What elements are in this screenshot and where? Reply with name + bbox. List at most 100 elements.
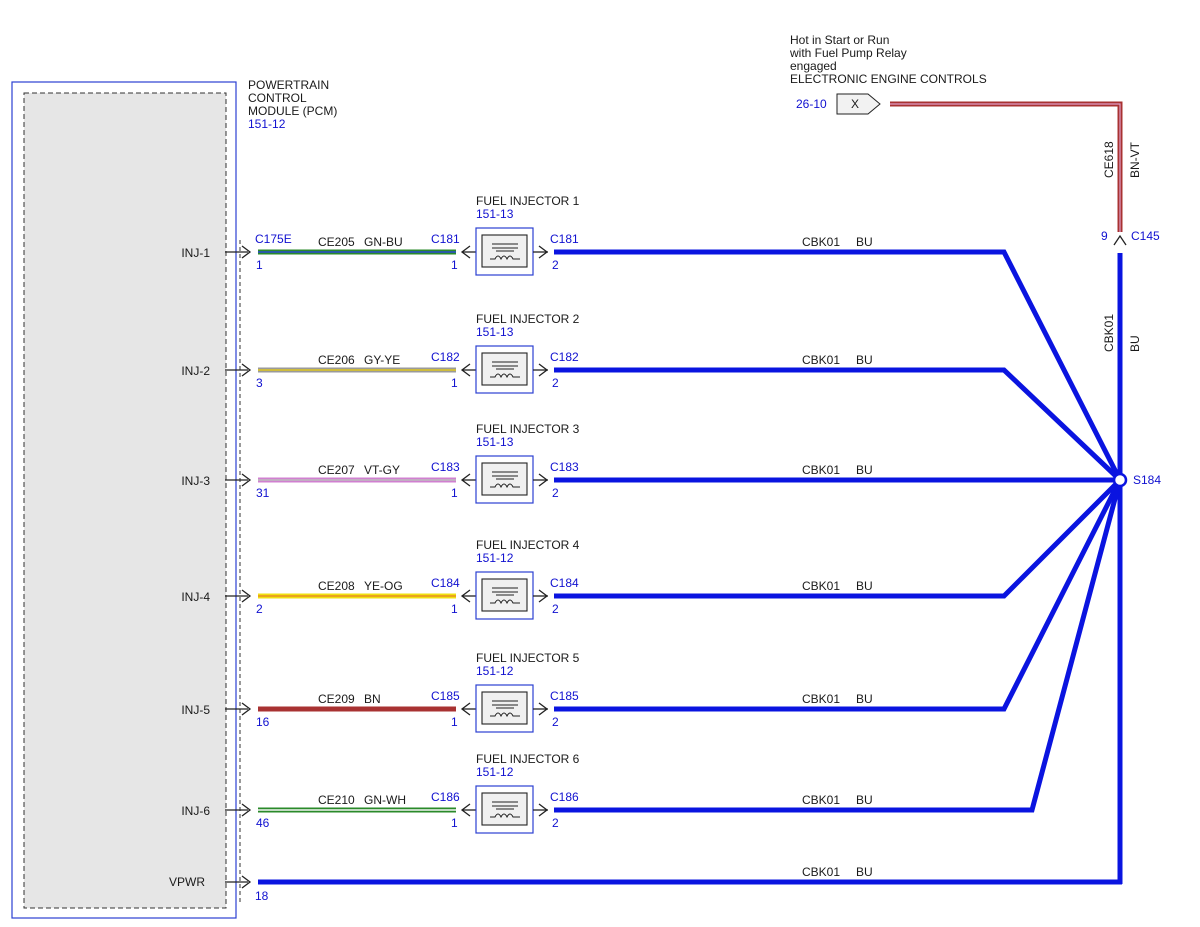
- injector-coil-icon: [490, 471, 520, 489]
- wire-color: GN-WH: [364, 793, 406, 807]
- ground-wire-circuit: CBK01: [802, 235, 840, 249]
- injector-ref: 151-13: [476, 325, 514, 339]
- ground-wire-circuit: CBK01: [802, 353, 840, 367]
- power-wire-stripe: [890, 103, 1121, 232]
- injector-connector-in: C182: [431, 350, 460, 364]
- vpwr-circuit: VPWR 18 CBK01 BU: [169, 865, 1122, 903]
- pcm-name-line-1: POWERTRAIN: [248, 78, 329, 92]
- power-wire: [890, 101, 1123, 232]
- pcm-pin: 3: [256, 376, 263, 390]
- power-wire-color: BN-VT: [1128, 141, 1142, 178]
- injector-pin-out: 2: [552, 258, 559, 272]
- injector-pin-in: 1: [451, 376, 458, 390]
- wire-circuit: CE210: [318, 793, 355, 807]
- injector-connector-out: C186: [550, 790, 579, 804]
- wire-color: YE-OG: [364, 579, 403, 593]
- wire-color: BN: [364, 692, 381, 706]
- injector-coil-icon: [490, 361, 520, 379]
- injector-pin-out: 2: [552, 715, 559, 729]
- injector-row: INJ-3 31 CE207 VT-GY C183 1 FUEL INJECTOR 3151…: [181, 422, 873, 504]
- injector-coil-icon: [490, 801, 520, 819]
- injector-connector-in: C184: [431, 576, 460, 590]
- ground-wire-color: BU: [856, 692, 873, 706]
- injector-connector-out: C182: [550, 350, 579, 364]
- splice-point: [1112, 472, 1128, 488]
- injector-ref: 151-13: [476, 207, 514, 221]
- pcm-pin-arrow: [241, 363, 252, 377]
- injector-connector-out: C184: [550, 576, 579, 590]
- power-source-page-ref: 26-10: [796, 97, 827, 111]
- injector-connector-in: C185: [431, 689, 460, 703]
- ground-wire-circuit: CBK01: [802, 579, 840, 593]
- injector-pin-in: 1: [451, 602, 458, 616]
- injector-coil-icon: [490, 700, 520, 718]
- injector-row: INJ-5 16 CE209 BN C185 1 FUEL INJECTOR 5151-12…: [181, 651, 873, 733]
- wire-color: GN-BU: [364, 235, 403, 249]
- injector-pin-out: 2: [552, 816, 559, 830]
- power-connector-arrow: [1113, 234, 1127, 246]
- injector-connector-in: C186: [431, 790, 460, 804]
- vpwr-wire-color: BU: [856, 865, 873, 879]
- power-source-tag: X: [851, 97, 859, 111]
- pcm-pin-arrow: [241, 473, 252, 487]
- injector-connector-out: C181: [550, 232, 579, 246]
- injector-connector-in: C181: [431, 232, 460, 246]
- power-source-line-1: Hot in Start or Run: [790, 33, 889, 47]
- injector-out-arrow: [538, 245, 549, 259]
- signal-label: INJ-2: [181, 364, 210, 378]
- ground-wire: [554, 367, 1122, 482]
- injector-pin-in: 1: [451, 258, 458, 272]
- injector-connector-out: C183: [550, 460, 579, 474]
- injector-row: INJ-1 C175E 1 CE205 GN-BU C181 1 FUEL INJECTOR …: [181, 194, 873, 276]
- power-wire-circuit: CE618: [1102, 141, 1116, 178]
- pcm-pin: 1: [256, 258, 263, 272]
- wire-circuit: CE208: [318, 579, 355, 593]
- injector-name: FUEL INJECTOR 3: [476, 422, 580, 436]
- pcm-pin-arrow: [241, 702, 252, 716]
- ground-wire-circuit: CBK01: [802, 793, 840, 807]
- power-source-line-2: with Fuel Pump Relay: [789, 46, 907, 60]
- pcm-name-line-2: CONTROL: [248, 91, 307, 105]
- injector-coil-icon: [490, 587, 520, 605]
- pcm-pin: 31: [256, 486, 270, 500]
- ground-wire-color: BU: [856, 463, 873, 477]
- ground-bus-circuit: CBK01: [1102, 314, 1116, 352]
- injector-pin-in: 1: [451, 715, 458, 729]
- injector-ref: 151-12: [476, 765, 514, 779]
- injector-name: FUEL INJECTOR 5: [476, 651, 580, 665]
- pcm-pin-arrow: [241, 589, 252, 603]
- wire-circuit: CE206: [318, 353, 355, 367]
- wire-color: VT-GY: [364, 463, 400, 477]
- ground-bus-color: BU: [1128, 335, 1142, 352]
- ground-wire-color: BU: [856, 353, 873, 367]
- splice-label: S184: [1133, 473, 1161, 487]
- injector-out-arrow: [538, 702, 549, 716]
- injector-ref: 151-12: [476, 664, 514, 678]
- injector-row: INJ-2 3 CE206 GY-YE C182 1 FUEL INJECTOR 2151-…: [181, 312, 873, 394]
- injector-pin-in: 1: [451, 816, 458, 830]
- pcm-pin: 46: [256, 816, 270, 830]
- signal-label: INJ-5: [181, 703, 210, 717]
- injector-out-arrow: [538, 589, 549, 603]
- injector-circuits: INJ-1 C175E 1 CE205 GN-BU C181 1 FUEL INJECTOR …: [181, 194, 873, 834]
- injector-row: INJ-4 2 CE208 YE-OG C184 1 FUEL INJECTOR 4151-…: [181, 538, 873, 620]
- ground-wire-circuit: CBK01: [802, 463, 840, 477]
- pcm-ref: 151-12: [248, 117, 286, 131]
- power-source-line-3: engaged: [790, 59, 837, 73]
- vpwr-pin: 18: [255, 889, 269, 903]
- wire-circuit: CE209: [318, 692, 355, 706]
- pcm-connector: C175E: [255, 232, 292, 246]
- signal-label: INJ-3: [181, 474, 210, 488]
- injector-name: FUEL INJECTOR 2: [476, 312, 580, 326]
- pcm-module: POWERTRAIN CONTROL MODULE (PCM) 151-12: [11, 78, 337, 919]
- vpwr-wire-circuit: CBK01: [802, 865, 840, 879]
- ground-wire: [554, 249, 1123, 482]
- injector-pin-in: 1: [451, 486, 458, 500]
- injector-pin-out: 2: [552, 486, 559, 500]
- injector-coil-icon: [490, 243, 520, 261]
- injector-name: FUEL INJECTOR 4: [476, 538, 580, 552]
- pcm-name-line-3: MODULE (PCM): [248, 104, 337, 118]
- injector-name: FUEL INJECTOR 1: [476, 194, 580, 208]
- ground-bus: CBK01 BU S184: [554, 249, 1161, 884]
